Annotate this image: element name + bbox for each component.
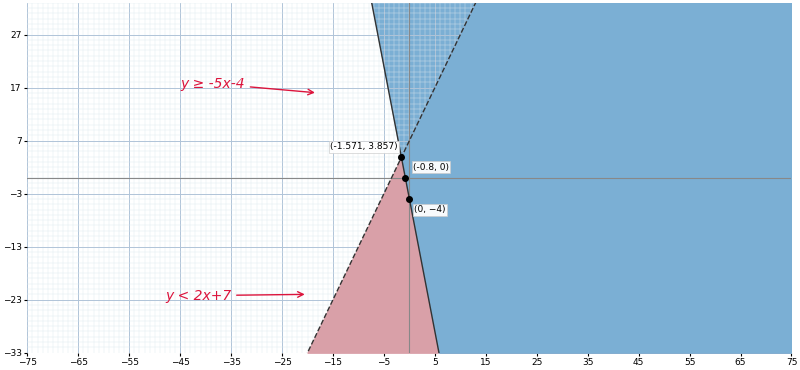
Text: y < 2x+7: y < 2x+7 — [165, 289, 303, 303]
Text: y ≥ -5x-4: y ≥ -5x-4 — [180, 77, 314, 95]
Text: (0, −4): (0, −4) — [414, 205, 446, 214]
Text: (-1.571, 3.857): (-1.571, 3.857) — [330, 142, 398, 151]
Text: (-0.8, 0): (-0.8, 0) — [413, 163, 449, 172]
